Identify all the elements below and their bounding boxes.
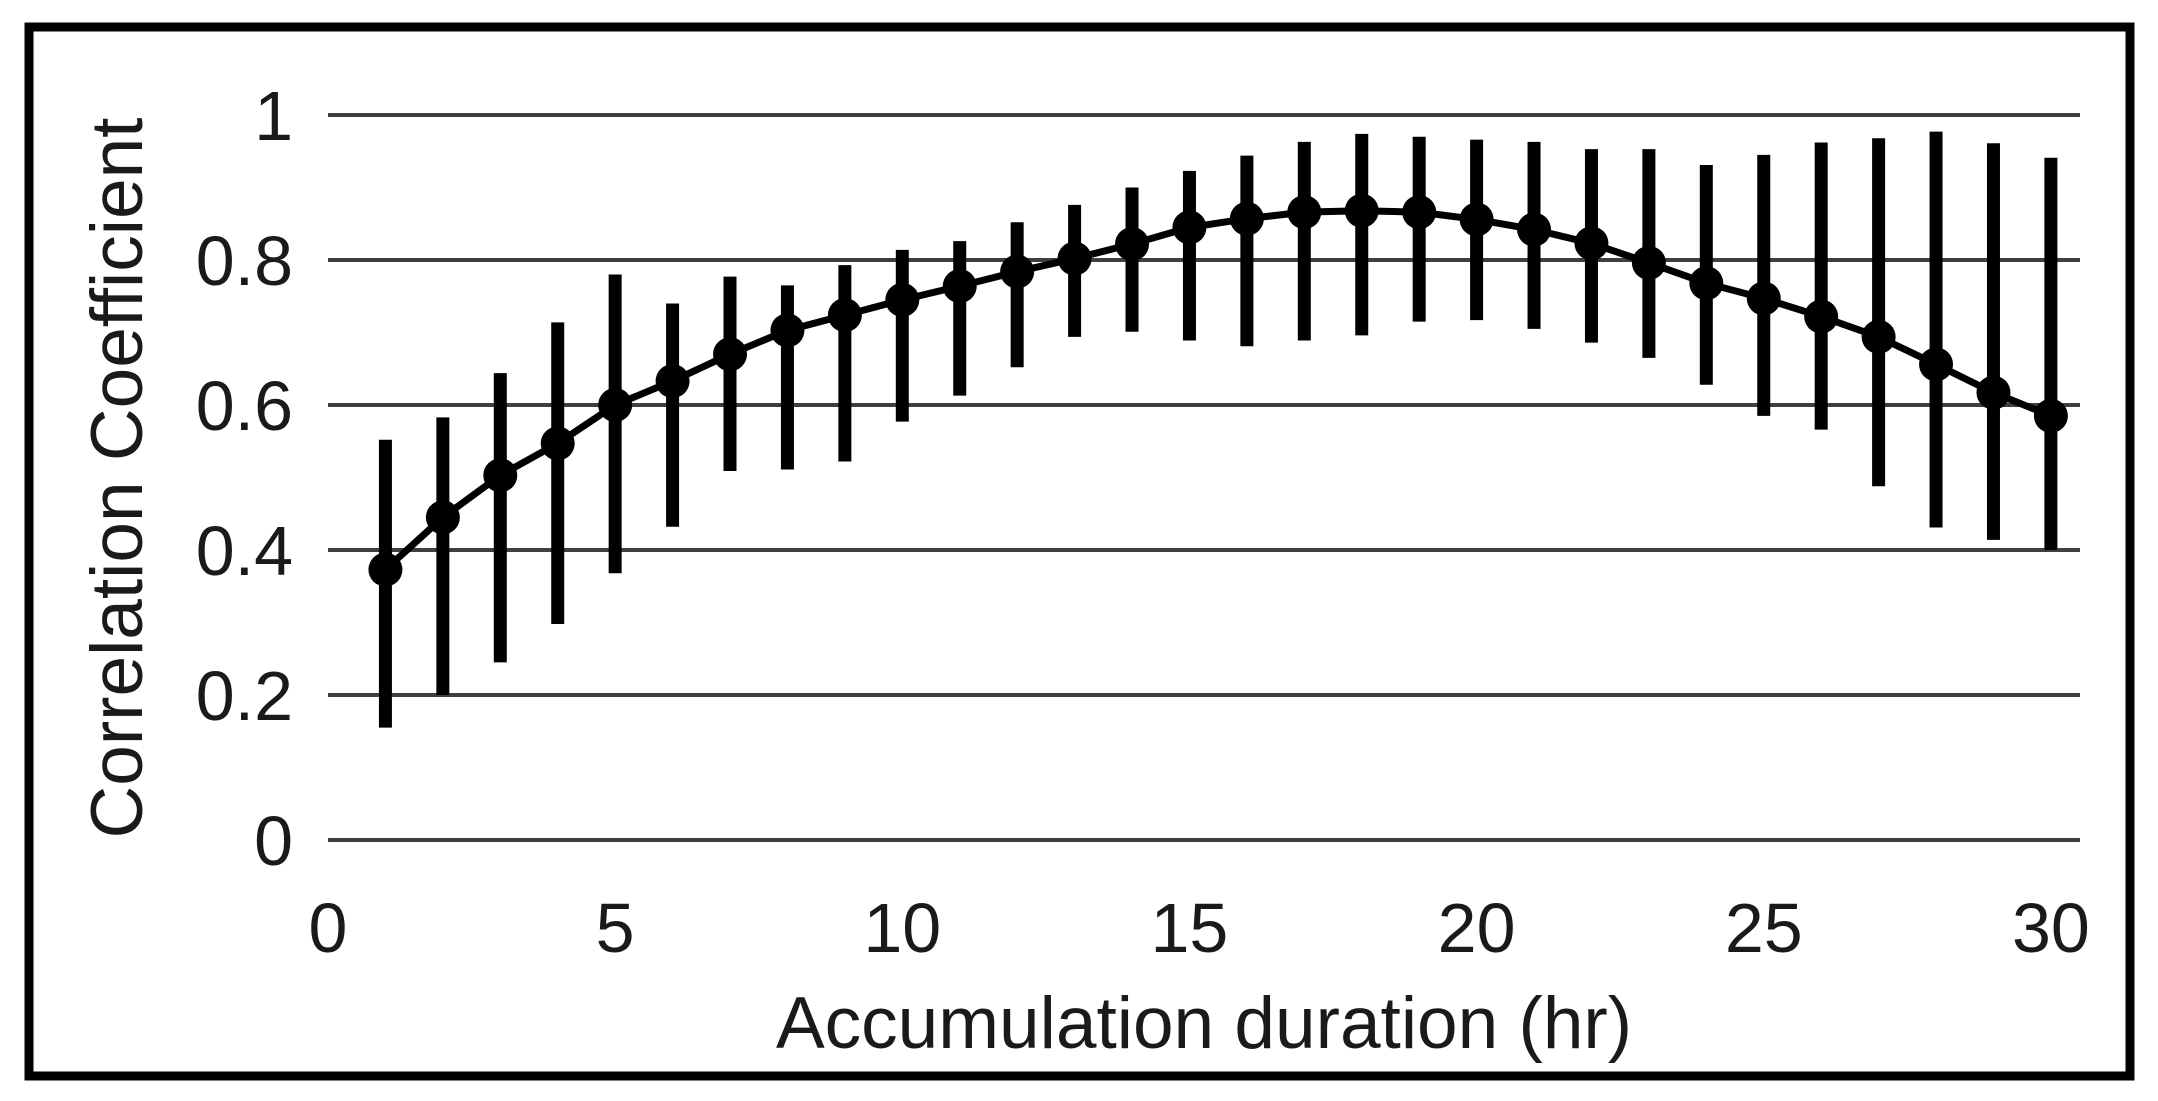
x-tick-label: 25 [1725,889,1803,967]
y-tick-labels: 0 0.2 0.4 0.6 0.8 1 [196,77,293,880]
data-point-marker [1631,245,1666,280]
data-point-marker [1861,319,1896,354]
data-point-marker [1115,227,1150,262]
data-point-marker [713,337,748,372]
y-tick-label: 0.8 [196,222,293,300]
data-point-marker [827,298,862,333]
data-point-marker [1746,281,1781,316]
data-point-marker [1976,375,2011,410]
data-point-marker [1517,212,1552,247]
x-tick-label: 5 [596,889,635,967]
series-line [383,207,2053,573]
y-tick-label: 0.2 [196,657,293,735]
x-tick-label: 30 [2012,889,2090,967]
data-point-marker [1804,299,1839,334]
data-point-marker [425,500,460,535]
data-point-marker [1402,195,1437,230]
data-point-marker [483,458,518,493]
y-tick-label: 0.6 [196,367,293,445]
data-point-marker [1057,241,1092,276]
y-axis-title: Correlation Coefficient [77,118,158,839]
data-point-marker [1172,210,1207,245]
data-point-marker [1344,193,1379,228]
data-point-marker [770,313,805,348]
figure-border [24,22,2135,1081]
data-point-marker [2033,398,2068,433]
data-point-marker [655,364,690,399]
y-tick-label: 1 [254,77,293,155]
x-tick-label: 20 [1438,889,1516,967]
data-point-marker [598,388,633,422]
x-tick-label: 10 [863,889,941,967]
x-tick-label: 0 [309,889,348,967]
data-point-marker [1689,266,1724,301]
data-point-marker [368,552,403,587]
data-point-marker [1919,347,1954,382]
data-series-layer [368,131,2068,728]
data-point-marker [1574,226,1609,261]
x-tick-labels: 0 5 10 15 20 25 30 [309,889,2090,967]
data-point-marker [540,426,575,461]
data-point-marker [885,282,920,317]
y-tick-label: 0.4 [196,512,293,590]
data-point-marker [1459,202,1494,237]
y-tick-label: 0 [254,802,293,880]
data-point-marker [942,269,977,304]
data-point-marker [1229,201,1264,236]
data-point-marker [1287,195,1322,230]
x-tick-label: 15 [1151,889,1229,967]
data-point-marker [1000,254,1035,289]
x-axis-title: Accumulation duration (hr) [776,983,1632,1064]
